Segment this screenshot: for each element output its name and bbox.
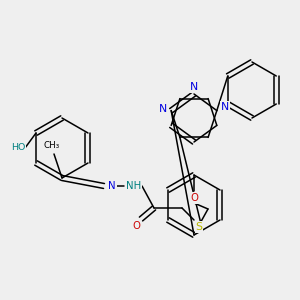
Text: CH₃: CH₃ — [44, 140, 60, 149]
Text: N: N — [221, 102, 229, 112]
Text: S: S — [196, 222, 202, 232]
Text: N: N — [190, 82, 198, 92]
Text: N: N — [159, 103, 167, 114]
Text: NH: NH — [126, 181, 142, 191]
Text: O: O — [190, 193, 198, 203]
Text: O: O — [132, 221, 140, 231]
Text: HO: HO — [11, 143, 25, 152]
Text: N: N — [108, 181, 116, 191]
